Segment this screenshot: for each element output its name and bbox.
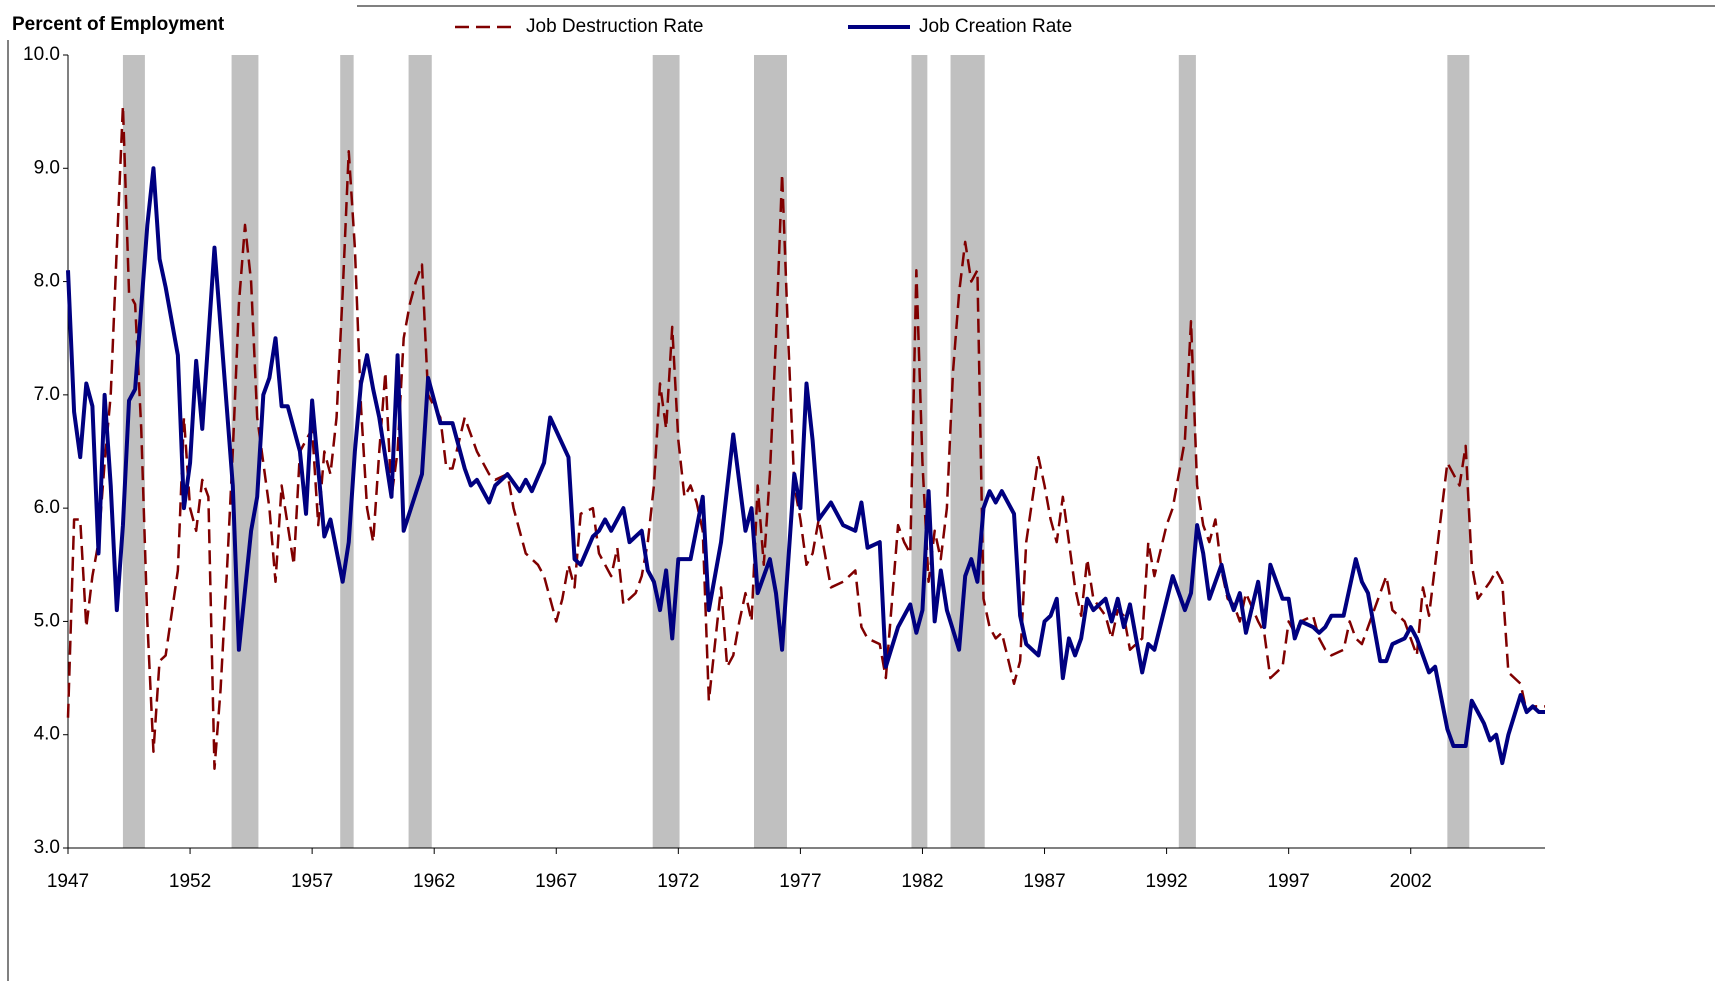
x-tick-label: 1952 [169,871,211,892]
recession-band [1447,55,1470,848]
y-tick-label: 10.0 [23,44,60,65]
legend-label: Job Destruction Rate [526,16,703,37]
y-tick-label: 5.0 [34,610,60,631]
recession-band [1178,55,1196,848]
x-tick-label: 1992 [1145,871,1187,892]
x-tick-label: 1997 [1268,871,1310,892]
recession-band [408,55,432,848]
recession-band [122,55,145,848]
x-tick-label: 1962 [413,871,455,892]
x-tick-label: 1947 [47,871,89,892]
y-tick-label: 3.0 [34,837,60,858]
series-line [66,166,1545,766]
recession-band [911,55,928,848]
x-tick-label: 2002 [1390,871,1432,892]
x-tick-label: 1957 [291,871,333,892]
x-tick-label: 1977 [779,871,821,892]
x-tick-label: 1972 [657,871,699,892]
y-tick-label: 9.0 [34,157,60,178]
x-tick-label: 1987 [1023,871,1065,892]
recession-band [231,55,259,848]
recession-band [950,55,985,848]
chart-title: Percent of Employment [12,14,225,35]
y-tick-label: 4.0 [34,724,60,745]
y-tick-label: 8.0 [34,271,60,292]
x-tick-label: 1967 [535,871,577,892]
series-line [66,104,1545,770]
y-tick-label: 7.0 [34,384,60,405]
legend-label: Job Creation Rate [919,16,1072,37]
x-tick-label: 1982 [901,871,943,892]
y-tick-label: 6.0 [34,497,60,518]
